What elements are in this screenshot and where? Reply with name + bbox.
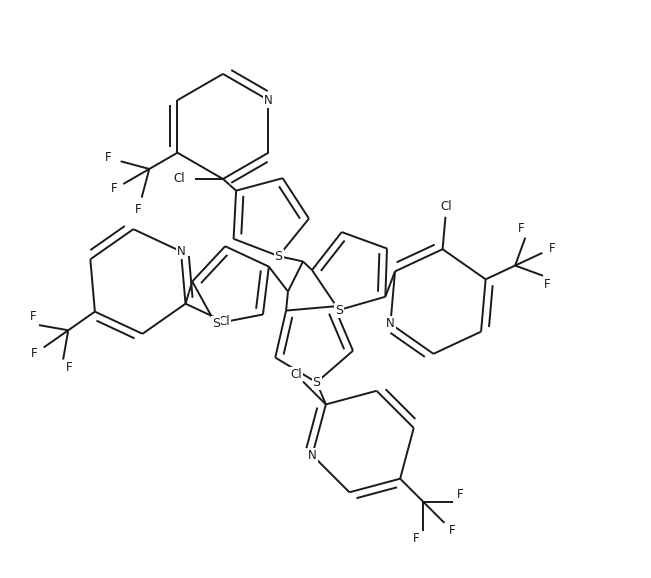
Text: F: F bbox=[456, 488, 464, 501]
Text: F: F bbox=[111, 183, 118, 195]
Text: N: N bbox=[308, 449, 316, 462]
Text: F: F bbox=[105, 151, 111, 165]
Text: Cl: Cl bbox=[290, 368, 301, 381]
Text: S: S bbox=[212, 317, 219, 330]
Text: S: S bbox=[335, 303, 343, 317]
Text: F: F bbox=[413, 532, 419, 545]
Text: S: S bbox=[275, 250, 283, 262]
Text: N: N bbox=[264, 94, 273, 107]
Text: F: F bbox=[549, 242, 555, 255]
Text: S: S bbox=[312, 376, 320, 389]
Text: F: F bbox=[135, 203, 142, 216]
Text: N: N bbox=[386, 317, 395, 330]
Text: F: F bbox=[66, 361, 72, 374]
Text: F: F bbox=[31, 347, 38, 360]
Text: Cl: Cl bbox=[441, 201, 452, 213]
Text: F: F bbox=[449, 524, 456, 537]
Text: F: F bbox=[30, 310, 36, 324]
Text: F: F bbox=[518, 222, 524, 235]
Text: Cl: Cl bbox=[218, 315, 230, 328]
Text: Cl: Cl bbox=[174, 172, 186, 186]
Text: N: N bbox=[176, 245, 186, 258]
Text: F: F bbox=[544, 278, 551, 291]
